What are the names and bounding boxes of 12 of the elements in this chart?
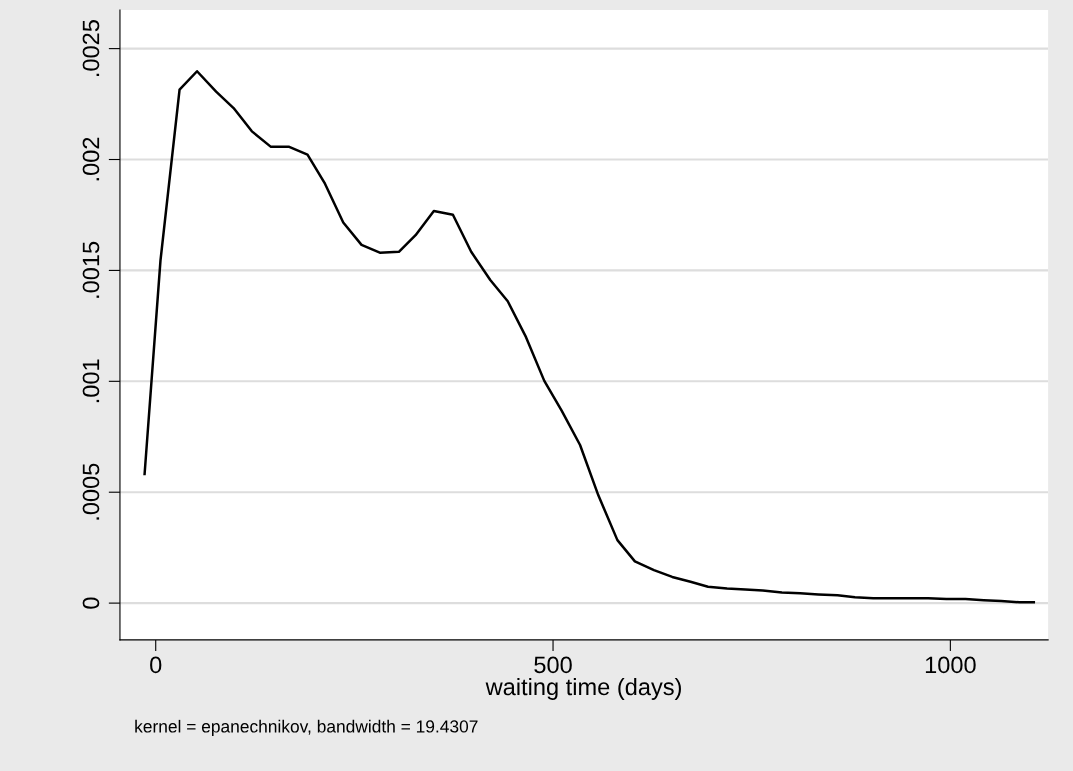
x-axis-title: waiting time (days)	[485, 677, 681, 700]
x-tick-label: 500	[534, 656, 572, 674]
line-series	[143, 69, 1036, 604]
y-tick-label: .0005	[82, 463, 100, 520]
x-tick-label: 0	[150, 656, 162, 674]
y-tick-label: .002	[82, 137, 100, 181]
y-tick-label: 0	[82, 597, 100, 609]
y-tick-label: .0025	[82, 20, 100, 76]
y-tick-label: .001	[82, 359, 100, 403]
text: kernel = epanechnikov, bandwidth = 19.4307	[135, 719, 478, 737]
y-tick-label: .0015	[82, 241, 100, 298]
x-tick-label: 1000	[925, 656, 976, 674]
